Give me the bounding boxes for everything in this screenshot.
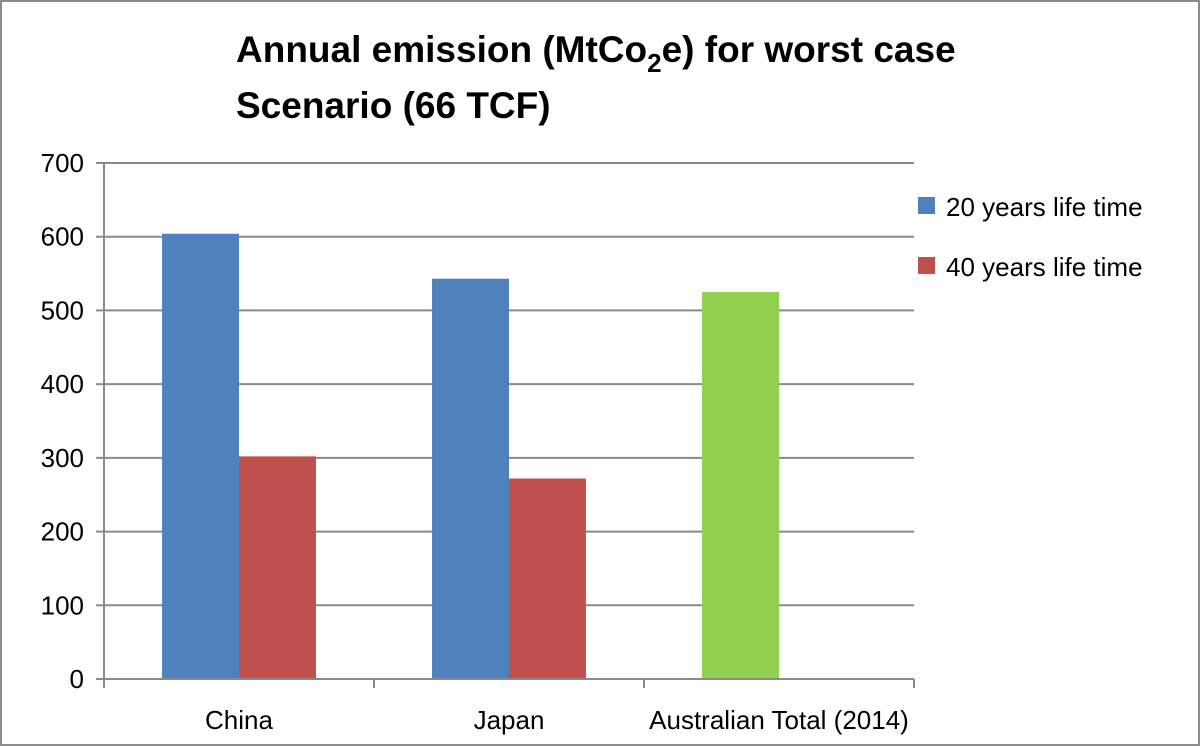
x-tick-label: China: [205, 705, 273, 735]
x-tick-label: Japan: [474, 705, 545, 735]
y-tick-label: 600: [41, 222, 84, 252]
y-tick-label: 500: [41, 295, 84, 325]
y-tick-label: 200: [41, 517, 84, 547]
chart-title-line-1: Annual emission (MtCo2e) for worst case: [236, 29, 956, 78]
bar: [162, 233, 239, 679]
y-axis-ticks: 0 100 200 300 400 500 600 700: [41, 148, 104, 694]
bar: [432, 278, 509, 679]
bar: [239, 456, 316, 679]
legend-label: 20 years life time: [946, 192, 1143, 222]
chart-title-line-2: Scenario (66 TCF): [236, 85, 551, 126]
legend-swatch: [918, 257, 935, 274]
y-tick-label: 300: [41, 443, 84, 473]
bars: [162, 233, 779, 679]
legend-swatch: [918, 197, 935, 214]
legend-label: 40 years life time: [946, 252, 1143, 282]
bar: [509, 478, 586, 679]
axes: [103, 163, 914, 687]
y-tick-label: 700: [41, 148, 84, 178]
legend: 20 years life time 40 years life time: [918, 192, 1143, 282]
x-axis-ticks: China Japan Australian Total (2014): [103, 679, 915, 735]
x-tick-label: Australian Total (2014): [649, 705, 909, 735]
y-tick-label: 100: [41, 590, 84, 620]
bar: [702, 292, 779, 679]
y-tick-label: 400: [41, 369, 84, 399]
y-tick-label: 0: [70, 664, 84, 694]
